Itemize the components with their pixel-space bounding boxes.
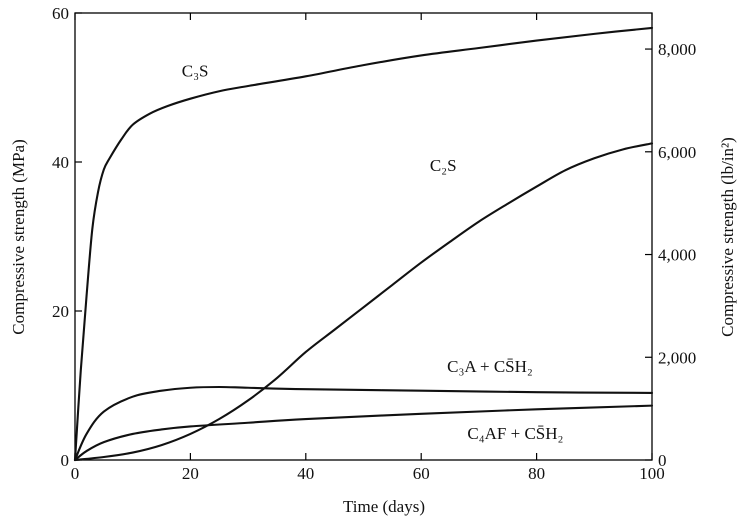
y-tick-label-right: 6,000 (658, 143, 696, 162)
axes (74, 12, 653, 461)
y-axis-label-right: Compressive strength (lb/in²) (718, 137, 737, 337)
curves (73, 26, 654, 462)
c2s-curve (73, 142, 654, 462)
plot-frame (74, 12, 653, 461)
y-tick-label-left: 60 (52, 4, 69, 23)
c3s-curve (73, 26, 654, 462)
x-tick-label: 0 (71, 464, 80, 483)
c4af-gypsum-curve (73, 404, 654, 462)
y-tick-label-left: 40 (52, 153, 69, 172)
x-tick-label: 80 (528, 464, 545, 483)
y-axis-label-left: Compressive strength (MPa) (9, 139, 28, 334)
x-tick-label: 100 (639, 464, 665, 483)
y-tick-label-right: 0 (658, 451, 667, 470)
x-tick-label: 60 (413, 464, 430, 483)
c3a-gypsum-curve (73, 385, 654, 462)
y-tick-label-right: 4,000 (658, 246, 696, 265)
x-tick-label: 40 (297, 464, 314, 483)
y-tick-label-left: 0 (61, 451, 70, 470)
c2s-label: C₂S (430, 156, 457, 175)
x-axis-label: Time (days) (343, 497, 425, 516)
y-tick-label-right: 2,000 (658, 348, 696, 367)
x-tick-label: 20 (182, 464, 199, 483)
series-labels: C₃S C₂S C₃A + CS̄H₂ C₄AF + CS̄H₂ (182, 61, 564, 443)
c3a-gypsum-label: C₃A + CS̄H₂ (447, 357, 533, 376)
c4af-gypsum-label: C₄AF + CS̄H₂ (467, 424, 563, 443)
c3s-label: C₃S (182, 61, 209, 80)
y-tick-label-right: 8,000 (658, 40, 696, 59)
y-tick-label-left: 20 (52, 302, 69, 321)
